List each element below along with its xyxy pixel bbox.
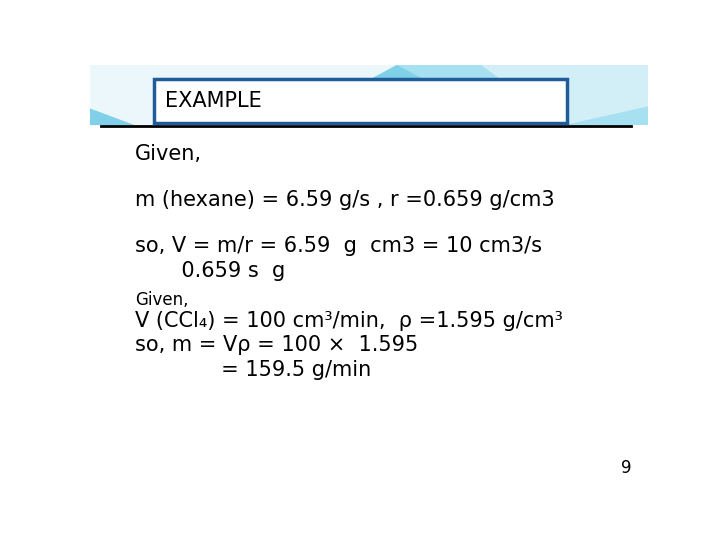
Polygon shape bbox=[90, 65, 397, 125]
Text: so, V = m/r = 6.59  g  cm3 = 10 cm3/s: so, V = m/r = 6.59 g cm3 = 10 cm3/s bbox=[135, 235, 541, 255]
Polygon shape bbox=[397, 65, 648, 125]
Text: 0.659 s  g: 0.659 s g bbox=[135, 261, 285, 281]
Text: so, m = Vρ = 100 ×  1.595: so, m = Vρ = 100 × 1.595 bbox=[135, 335, 418, 355]
Polygon shape bbox=[90, 109, 135, 125]
Polygon shape bbox=[481, 65, 648, 125]
Text: m (hexane) = 6.59 g/s , r =0.659 g/cm3: m (hexane) = 6.59 g/s , r =0.659 g/cm3 bbox=[135, 190, 554, 210]
Text: Given,: Given, bbox=[135, 291, 188, 309]
Text: Given,: Given, bbox=[135, 144, 202, 164]
Text: 9: 9 bbox=[621, 459, 631, 477]
FancyBboxPatch shape bbox=[154, 79, 567, 123]
Bar bbox=[90, 65, 648, 125]
Text: V (CCl₄) = 100 cm³/min,  ρ =1.595 g/cm³: V (CCl₄) = 100 cm³/min, ρ =1.595 g/cm³ bbox=[135, 310, 562, 330]
Text: EXAMPLE: EXAMPLE bbox=[166, 91, 262, 111]
Text: = 159.5 g/min: = 159.5 g/min bbox=[135, 360, 371, 380]
